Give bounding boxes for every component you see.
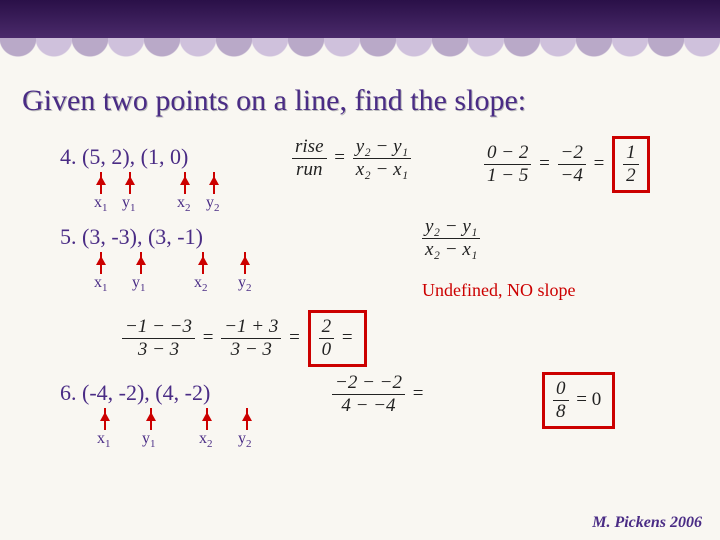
var-label: x1 bbox=[94, 194, 108, 214]
p4-points: (5, 2), (1, 0) bbox=[82, 144, 188, 169]
arrow-icon bbox=[140, 252, 142, 274]
p5-answer: 20 = bbox=[308, 310, 367, 367]
var-label: x1 bbox=[97, 430, 111, 450]
var-label: y1 bbox=[132, 274, 146, 294]
p5-points: (3, -3), (3, -1) bbox=[82, 224, 203, 249]
p4-number: 4. bbox=[60, 144, 77, 169]
slide-top-decoration bbox=[0, 0, 720, 38]
p6-answer-block: 08 = 0 bbox=[542, 372, 615, 429]
arrow-icon bbox=[246, 408, 248, 430]
var-label: y2 bbox=[206, 194, 220, 214]
arrow-icon bbox=[104, 408, 106, 430]
p6-number: 6. bbox=[60, 380, 77, 405]
arrow-icon bbox=[129, 172, 131, 194]
p4-calc: 0 − 21 − 5 = −2−4 = 12 bbox=[484, 136, 650, 193]
arrow-icon bbox=[100, 252, 102, 274]
arrow-icon bbox=[206, 408, 208, 430]
var-label: y1 bbox=[142, 430, 156, 450]
p4-answer: 12 bbox=[612, 136, 650, 193]
slide-title: Given two points on a line, find the slo… bbox=[22, 84, 698, 118]
arrow-icon bbox=[150, 408, 152, 430]
footer-credit: M. Pickens 2006 bbox=[592, 514, 702, 532]
arrow-icon bbox=[213, 172, 215, 194]
problem-5: 5. (3, -3), (3, -1) x1 y1 x2 y2 y₂ − y₁x… bbox=[22, 224, 698, 364]
p6-points: (-4, -2), (4, -2) bbox=[82, 380, 210, 405]
problem-6: 6. (-4, -2), (4, -2) x1 y1 x2 y2 −2 − −2… bbox=[22, 380, 698, 470]
var-label: x2 bbox=[199, 430, 213, 450]
p5-number: 5. bbox=[60, 224, 77, 249]
p5-formula: y₂ − y₁x₂ − x₁ bbox=[422, 216, 480, 261]
var-label: y2 bbox=[238, 274, 252, 294]
p4-formula: riserun = y₂ − y₁x₂ − x₁ bbox=[292, 136, 411, 181]
p6-calc: −2 − −24 − −4 = bbox=[332, 372, 426, 417]
p5-undefined-text: Undefined, NO slope bbox=[422, 280, 575, 301]
var-label: x2 bbox=[194, 274, 208, 294]
arrow-icon bbox=[184, 172, 186, 194]
arrow-icon bbox=[100, 172, 102, 194]
var-label: y2 bbox=[238, 430, 252, 450]
var-label: y1 bbox=[122, 194, 136, 214]
var-label: x2 bbox=[177, 194, 191, 214]
arrow-icon bbox=[202, 252, 204, 274]
p5-calc: −1 − −33 − 3 = −1 + 33 − 3 = 20 = bbox=[122, 310, 367, 367]
var-label: x1 bbox=[94, 274, 108, 294]
problem-4: 4. (5, 2), (1, 0) x1 y1 x2 y2 riserun = … bbox=[22, 144, 698, 224]
arrow-icon bbox=[244, 252, 246, 274]
